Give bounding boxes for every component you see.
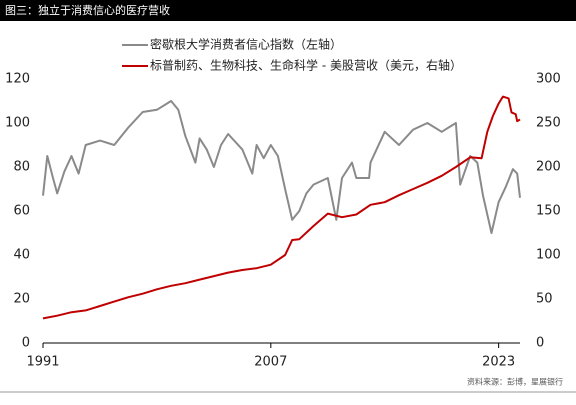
x-tick-label: 2007 [254, 355, 287, 370]
y-tick-label: 120 [5, 72, 30, 87]
y-tick-label: 80 [13, 160, 30, 175]
y2-tick-label: 100 [536, 248, 561, 263]
legend-label: 密歇根大学消费者信心指数（左轴） [150, 37, 342, 52]
y2-tick-label: 50 [536, 292, 553, 307]
series-line [42, 100, 521, 234]
y-tick-label: 20 [13, 292, 30, 307]
y2-tick-label: 150 [536, 204, 561, 219]
chart-title: 图三：独立于消费信心的医疗营收 [5, 3, 170, 17]
x-tick-label: 2023 [482, 355, 515, 370]
y2-tick-label: 250 [536, 116, 561, 131]
series-line [42, 95, 521, 320]
y-tick-label: 60 [13, 204, 30, 219]
y-tick-label: 100 [5, 116, 30, 131]
source: 资料来源：彭博，星展银行 [467, 377, 563, 387]
legend-label: 标普制药、生物科技、生命科学 - 美股营收（美元，右轴） [150, 58, 462, 73]
y2-tick-label: 200 [536, 160, 561, 175]
y2-tick-label: 0 [536, 336, 544, 351]
y2-tick-label: 300 [536, 72, 561, 87]
y-tick-label: 0 [22, 336, 30, 351]
y-tick-label: 40 [13, 248, 30, 263]
title-bar [0, 0, 576, 21]
x-tick-label: 1991 [26, 355, 59, 370]
